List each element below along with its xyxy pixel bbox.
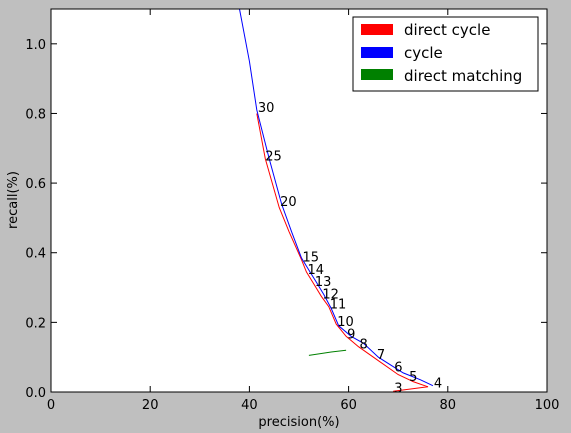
y-tick-label: 0.0 xyxy=(25,386,46,401)
point-label: 15 xyxy=(302,251,319,266)
series-line-direct-cycle xyxy=(256,113,429,392)
x-tick-label: 0 xyxy=(47,398,55,413)
y-tick-label: 0.6 xyxy=(25,177,46,192)
point-label: 14 xyxy=(307,263,324,278)
point-label: 11 xyxy=(330,298,347,313)
series-line-cycle xyxy=(239,8,434,387)
point-label: 4 xyxy=(434,377,442,392)
series-lines xyxy=(239,8,434,392)
x-tick-label: 20 xyxy=(142,398,159,413)
x-axis-label: precision(%) xyxy=(258,415,339,430)
point-label: 12 xyxy=(322,287,339,302)
point-label: 10 xyxy=(337,315,354,330)
point-label: 13 xyxy=(315,275,332,290)
point-label: 6 xyxy=(394,360,402,375)
point-label: 25 xyxy=(265,150,282,165)
legend-swatch-direct-cycle xyxy=(361,24,393,35)
point-label: 9 xyxy=(347,327,355,342)
series-line-direct-matching xyxy=(308,349,347,356)
point-label: 8 xyxy=(360,338,368,353)
x-tick-label: 60 xyxy=(340,398,357,413)
legend-label-direct-cycle: direct cycle xyxy=(404,21,490,39)
ticks: 0 20 40 60 80 100 0.0 0.2 0.4 0.6 0.8 1.0 xyxy=(25,9,559,413)
plot-frame xyxy=(50,8,548,393)
point-label: 30 xyxy=(258,101,275,116)
point-label: 20 xyxy=(280,195,297,210)
point-label: 7 xyxy=(377,348,385,363)
x-tick-label: 40 xyxy=(241,398,258,413)
legend-label-cycle: cycle xyxy=(404,44,443,62)
y-tick-label: 0.4 xyxy=(25,247,46,262)
legend-swatch-direct-matching xyxy=(361,69,393,80)
y-tick-label: 0.2 xyxy=(25,316,46,331)
x-tick-label: 80 xyxy=(440,398,457,413)
x-tick-label: 100 xyxy=(535,398,560,413)
point-label: 3 xyxy=(394,381,402,396)
legend-swatch-cycle xyxy=(361,47,393,58)
point-label: 5 xyxy=(409,370,417,385)
legend-label-direct-matching: direct matching xyxy=(404,67,522,85)
legend: direct cycle cycle direct matching xyxy=(352,16,539,92)
y-axis-label: recall(%) xyxy=(6,171,21,229)
y-tick-label: 0.8 xyxy=(25,107,46,122)
y-tick-label: 1.0 xyxy=(25,38,46,53)
